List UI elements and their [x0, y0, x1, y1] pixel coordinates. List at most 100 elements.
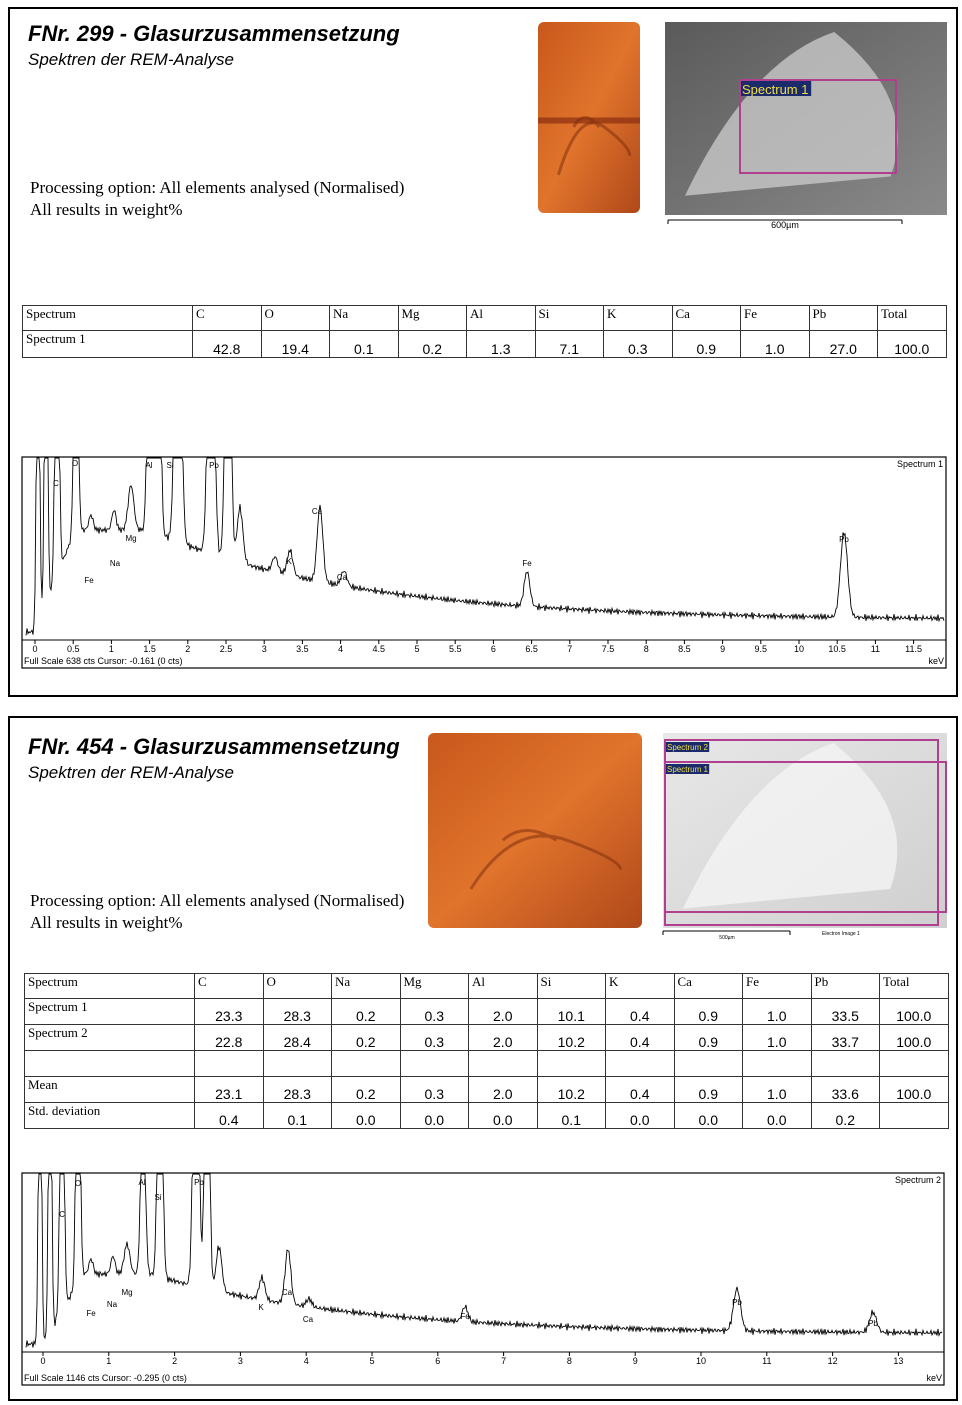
- x-tick-label: 13: [893, 1356, 903, 1366]
- value-cell: 0.3: [604, 331, 673, 358]
- value-cell: 0.1: [330, 331, 399, 358]
- spectrum-trace: [26, 1174, 942, 1347]
- x-tick-label: 7: [501, 1356, 506, 1366]
- x-tick-label: 6: [491, 644, 496, 654]
- area-label: Spectrum 2: [667, 743, 708, 752]
- data-row: Spectrum 123.328.30.20.32.010.10.40.91.0…: [25, 999, 949, 1025]
- blank-row: [25, 1051, 949, 1077]
- blank-cell: [332, 1051, 401, 1077]
- value-cell: 10.1: [537, 999, 606, 1025]
- row-label: Std. deviation: [25, 1103, 195, 1129]
- value-cell: 0.4: [606, 1077, 675, 1103]
- header-cell: Al: [469, 974, 538, 999]
- x-tick-label: 0.5: [67, 644, 80, 654]
- peak-label: O: [75, 1179, 81, 1188]
- value-cell: 0.3: [400, 999, 469, 1025]
- x-tick-label: 10: [794, 644, 804, 654]
- processing-note: All results in weight%: [30, 913, 183, 932]
- image-caption: Electron Image 1: [822, 931, 860, 937]
- value-cell: 1.0: [743, 1025, 812, 1051]
- panel-title: FNr. 454 - Glasurzusammensetzung: [28, 734, 400, 759]
- value-cell: 0.0: [743, 1103, 812, 1129]
- value-cell: 33.5: [811, 999, 880, 1025]
- header-cell: Fe: [741, 306, 810, 331]
- blank-cell: [537, 1051, 606, 1077]
- value-cell: 0.3: [400, 1025, 469, 1051]
- blank-cell: [880, 1051, 949, 1077]
- header-cell: Mg: [400, 974, 469, 999]
- x-tick-label: 11: [762, 1356, 771, 1366]
- header-row: SpectrumCONaMgAlSiKCaFePbTotal: [23, 306, 947, 331]
- x-tick-label: 7: [567, 644, 572, 654]
- value-cell: 0.3: [400, 1077, 469, 1103]
- value-cell: 0.4: [195, 1103, 264, 1129]
- value-cell: 0.2: [398, 331, 467, 358]
- data-row: Mean23.128.30.20.32.010.20.40.91.033.610…: [25, 1077, 949, 1103]
- x-tick-label: 8.5: [678, 644, 691, 654]
- panel-subtitle: Spektren der REM-Analyse: [28, 50, 234, 69]
- blank-cell: [743, 1051, 812, 1077]
- peak-label: Mg: [125, 534, 136, 543]
- axis-unit: keV: [928, 656, 944, 666]
- header-cell: K: [606, 974, 675, 999]
- processing-note: Processing option: All elements analysed…: [30, 178, 404, 197]
- header-cell: Na: [330, 306, 399, 331]
- peak-label: Pb: [868, 1319, 878, 1328]
- x-tick-label: 9.5: [755, 644, 768, 654]
- value-cell: 0.1: [263, 1103, 332, 1129]
- value-cell: 1.3: [467, 331, 536, 358]
- peak-label: Pb: [839, 535, 849, 544]
- header-cell: Al: [467, 306, 536, 331]
- peak-label: C: [53, 479, 59, 488]
- x-tick-label: 2: [172, 1356, 177, 1366]
- value-cell: 19.4: [261, 331, 330, 358]
- row-label: Mean: [25, 1077, 195, 1103]
- value-cell: 0.0: [469, 1103, 538, 1129]
- header-cell: Spectrum: [25, 974, 195, 999]
- value-cell: 1.0: [743, 999, 812, 1025]
- blank-cell: [811, 1051, 880, 1077]
- x-tick-label: 2: [185, 644, 190, 654]
- results-table: SpectrumCONaMgAlSiKCaFePbTotalSpectrum 1…: [24, 973, 949, 1129]
- x-tick-label: 8: [567, 1356, 572, 1366]
- peak-label: Na: [107, 1300, 118, 1309]
- x-tick-label: 3: [262, 644, 267, 654]
- header-cell: K: [604, 306, 673, 331]
- peak-label: Fe: [460, 1312, 470, 1321]
- blank-cell: [25, 1051, 195, 1077]
- x-tick-label: 4: [304, 1356, 309, 1366]
- processing-note: All results in weight%: [30, 200, 183, 219]
- spectrum-frame: [22, 1173, 944, 1385]
- x-tick-label: 10: [696, 1356, 706, 1366]
- header-cell: Spectrum: [23, 306, 193, 331]
- x-tick-label: 5: [414, 644, 419, 654]
- x-tick-label: 0: [32, 644, 37, 654]
- peak-label: Pb: [209, 461, 219, 470]
- value-cell: 100.0: [880, 1025, 949, 1051]
- header-cell: C: [195, 974, 264, 999]
- value-cell: 42.8: [193, 331, 262, 358]
- x-tick-label: 7.5: [602, 644, 615, 654]
- x-tick-label: 1: [109, 644, 114, 654]
- value-cell: 28.4: [263, 1025, 332, 1051]
- spectrum-label: Spectrum 1: [897, 459, 943, 469]
- value-cell: 0.9: [672, 331, 741, 358]
- x-tick-label: 9: [633, 1356, 638, 1366]
- peak-label: Ca: [282, 1288, 293, 1297]
- header-cell: C: [193, 306, 262, 331]
- peak-label: Pb: [194, 1178, 204, 1187]
- header-cell: Pb: [809, 306, 878, 331]
- spectrum-footer: Full Scale 638 cts Cursor: -0.161 (0 cts…: [24, 656, 183, 666]
- row-label: Spectrum 1: [25, 999, 195, 1025]
- scale-label: 600µm: [771, 220, 799, 230]
- value-cell: 10.2: [537, 1077, 606, 1103]
- row-label: Spectrum 2: [25, 1025, 195, 1051]
- value-cell: 27.0: [809, 331, 878, 358]
- value-cell: 33.7: [811, 1025, 880, 1051]
- spectrum-frame: [22, 457, 946, 668]
- x-tick-label: 3.5: [296, 644, 309, 654]
- peak-label: Si: [154, 1193, 161, 1202]
- header-cell: Pb: [811, 974, 880, 999]
- x-tick-label: 11.5: [905, 644, 922, 654]
- value-cell: 22.8: [195, 1025, 264, 1051]
